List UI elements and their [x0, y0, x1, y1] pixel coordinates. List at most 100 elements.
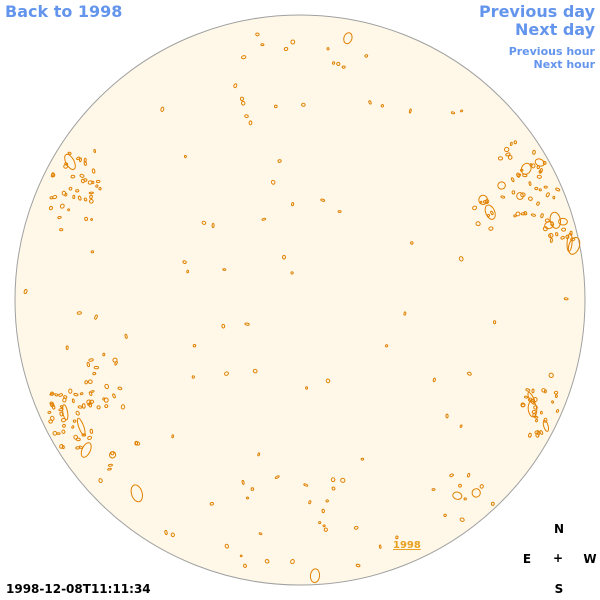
contour-blob	[330, 477, 336, 483]
contour-blob	[87, 379, 93, 385]
contour-blob	[124, 333, 128, 339]
contour-blob	[308, 500, 312, 505]
contour-blob	[360, 457, 365, 461]
contour-blob	[555, 232, 559, 237]
next-day-link[interactable]: Next day	[515, 20, 595, 39]
contour-blob	[545, 192, 550, 198]
contour-blob	[403, 311, 407, 316]
contour-blob	[209, 501, 214, 506]
contour-blob	[543, 417, 548, 423]
compass-north: N	[553, 522, 565, 536]
contour-blob	[395, 535, 399, 540]
contour-blob	[290, 39, 296, 45]
contour-blob	[81, 403, 86, 409]
contour-blob	[233, 83, 238, 89]
contour-blob	[548, 234, 552, 238]
contour-blob	[552, 195, 556, 200]
contour-blob	[504, 146, 510, 153]
contour-blob	[109, 451, 117, 459]
contour-blob	[566, 232, 573, 252]
contour-blob	[467, 371, 472, 376]
contour-blob	[112, 393, 116, 399]
contour-blob	[368, 100, 372, 105]
contour-blob	[309, 568, 321, 583]
contour-blob	[531, 163, 536, 169]
contour-blob	[79, 392, 84, 396]
year-marker-link[interactable]: 1998	[393, 540, 421, 551]
compass-center: +	[552, 551, 564, 565]
contour-blob	[531, 388, 535, 394]
contour-blob	[84, 380, 89, 385]
contour-blob	[62, 397, 67, 403]
contour-blob	[520, 162, 532, 175]
contour-blob	[516, 192, 524, 200]
contour-blob	[107, 467, 112, 471]
contour-blob	[95, 184, 99, 188]
contour-blob	[432, 377, 436, 383]
next-hour-link[interactable]: Next hour	[533, 58, 596, 71]
contour-blob	[538, 188, 542, 192]
contour-blob	[164, 529, 168, 536]
contour-blob	[104, 383, 110, 390]
contour-blob	[511, 190, 516, 195]
contour-blob	[192, 343, 197, 348]
contour-blob	[410, 241, 414, 245]
contour-blob	[505, 152, 511, 157]
contour-blob	[563, 297, 569, 301]
contour-blob	[554, 394, 558, 398]
contour-blob	[380, 104, 385, 108]
contour-blob	[531, 409, 537, 414]
contour-blob	[51, 172, 56, 178]
contour-blob	[88, 391, 93, 396]
contour-blob	[75, 189, 80, 193]
contour-blob	[59, 203, 65, 209]
contour-blob	[49, 392, 55, 396]
contour-blob	[323, 527, 328, 532]
contour-blob	[528, 181, 532, 186]
contour-blob	[507, 155, 513, 160]
contour-blob	[258, 532, 263, 536]
contour-blob	[98, 187, 102, 191]
contour-blob	[450, 111, 456, 115]
contour-blob	[355, 563, 361, 568]
contour-blob	[543, 185, 548, 189]
contour-blob	[550, 221, 554, 227]
contour-blob	[88, 358, 94, 362]
contour-blob	[520, 403, 526, 408]
contour-blob	[549, 237, 553, 243]
contour-blob	[91, 168, 96, 174]
contour-blob	[555, 187, 561, 192]
contour-blob	[84, 216, 89, 221]
contour-blob	[47, 410, 52, 414]
previous-day-link[interactable]: Previous day	[478, 2, 595, 21]
contour-blob	[532, 149, 536, 155]
contour-blob	[325, 499, 329, 503]
contour-blob	[536, 201, 540, 206]
contour-blob	[71, 425, 75, 429]
contour-blob	[64, 192, 68, 197]
contour-blob	[134, 441, 141, 446]
back-to-year-link[interactable]: Back to 1998	[5, 2, 123, 21]
contour-blob	[509, 141, 513, 146]
contour-blob	[186, 269, 190, 274]
contour-blob	[318, 521, 322, 525]
contour-blob	[320, 198, 326, 202]
contour-blob	[61, 429, 66, 434]
contour-blob	[49, 391, 55, 396]
contour-blob	[527, 400, 538, 418]
solar-disk	[14, 14, 586, 586]
contour-blob	[452, 491, 463, 500]
contour-blob	[245, 496, 250, 500]
contour-blob	[534, 186, 539, 191]
previous-hour-link[interactable]: Previous hour	[508, 45, 595, 58]
contour-blob	[340, 477, 346, 483]
contour-blob	[523, 211, 528, 216]
contour-blob	[264, 559, 270, 564]
contour-blob	[71, 398, 75, 404]
contour-blob	[542, 160, 547, 165]
contour-blob	[75, 437, 81, 442]
magnetic-contours	[23, 32, 581, 583]
contour-blob	[490, 501, 495, 506]
contour-blob	[171, 434, 175, 439]
contour-blob	[76, 417, 86, 436]
